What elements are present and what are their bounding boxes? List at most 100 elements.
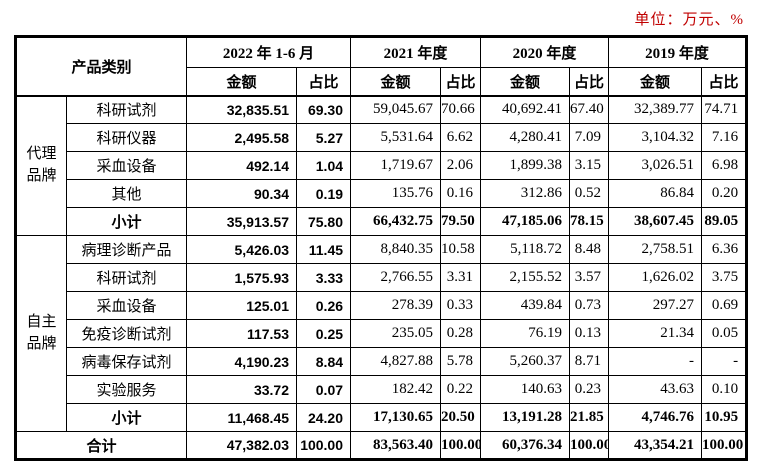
group-label-own: 自主 品牌 [15, 235, 67, 432]
total-label: 合计 [14, 431, 188, 460]
cell-2021-amount: 66,432.75 [350, 207, 442, 236]
cell-2021-ratio: 20.50 [440, 403, 482, 432]
cell-2019-ratio: 0.20 [701, 179, 748, 208]
table-row: 采血设备 492.14 1.04 1,719.67 2.06 1,899.38 … [16, 151, 748, 180]
cell-2022-ratio: 0.07 [296, 375, 352, 404]
cell-2021-amount: 1,719.67 [350, 151, 442, 180]
cell-2019-ratio: 0.10 [701, 375, 748, 404]
cell-2021-amount: 8,840.35 [350, 235, 442, 264]
cell-2019-amount: 4,746.76 [608, 403, 703, 432]
cell-2020-amount: 1,899.38 [480, 151, 571, 180]
cell-2020-amount: 439.84 [480, 291, 571, 320]
subtotal-label: 小计 [65, 403, 188, 432]
period-header-2019: 2019 年度 [608, 36, 748, 68]
table-row: 实验服务 33.72 0.07 182.42 0.22 140.63 0.23 … [16, 375, 748, 404]
cell-2019-amount: 32,389.77 [608, 94, 703, 124]
row-label: 科研试剂 [65, 94, 188, 124]
cell-2021-amount: 83,563.40 [350, 431, 442, 460]
table-row: 科研仪器 2,495.58 5.27 5,531.64 6.62 4,280.4… [16, 123, 748, 152]
cell-2020-ratio: 7.09 [569, 123, 610, 152]
cell-2019-amount: 86.84 [608, 179, 703, 208]
cell-2021-amount: 59,045.67 [350, 94, 442, 124]
cell-2020-amount: 312.86 [480, 179, 571, 208]
cell-2020-amount: 2,155.52 [480, 263, 571, 292]
period-header-2020: 2020 年度 [480, 36, 610, 68]
cell-2020-ratio: 3.15 [569, 151, 610, 180]
cell-2019-amount: - [608, 347, 703, 376]
cell-2019-amount: 21.34 [608, 319, 703, 348]
cell-2022-amount: 125.01 [186, 291, 298, 320]
cell-2022-ratio: 3.33 [296, 263, 352, 292]
period-header-2022: 2022 年 1-6 月 [186, 36, 352, 68]
cell-2021-ratio: 5.78 [440, 347, 482, 376]
cell-2019-amount: 43,354.21 [608, 431, 703, 460]
cell-2021-ratio: 0.16 [440, 179, 482, 208]
cell-2022-ratio: 24.20 [296, 403, 352, 432]
cell-2021-amount: 2,766.55 [350, 263, 442, 292]
cell-2022-ratio: 8.84 [296, 347, 352, 376]
cell-2019-amount: 3,104.32 [608, 123, 703, 152]
ratio-header-2022: 占比 [296, 67, 352, 96]
cell-2020-ratio: 8.48 [569, 235, 610, 264]
cell-2022-amount: 32,835.51 [186, 94, 298, 124]
cell-2021-amount: 17,130.65 [350, 403, 442, 432]
cell-2019-amount: 1,626.02 [608, 263, 703, 292]
cell-2022-amount: 4,190.23 [186, 347, 298, 376]
row-label: 免疫诊断试剂 [65, 319, 188, 348]
cell-2022-amount: 11,468.45 [186, 403, 298, 432]
cell-2020-amount: 40,692.41 [480, 94, 571, 124]
cell-2019-ratio: 89.05 [701, 207, 748, 236]
cell-2022-amount: 1,575.93 [186, 263, 298, 292]
cell-2022-amount: 90.34 [186, 179, 298, 208]
cell-2019-amount: 3,026.51 [608, 151, 703, 180]
cell-2019-amount: 38,607.45 [608, 207, 703, 236]
cell-2022-amount: 5,426.03 [186, 235, 298, 264]
cell-2020-ratio: 0.73 [569, 291, 610, 320]
table-row: 自主 品牌 病理诊断产品 5,426.03 11.45 8,840.35 10.… [15, 235, 748, 432]
total-row: 合计 47,382.03 100.00 83,563.40 100.00 60,… [14, 431, 748, 460]
cell-2021-ratio: 2.06 [440, 151, 482, 180]
cell-2020-ratio: 0.52 [569, 179, 610, 208]
cell-2021-amount: 135.76 [350, 179, 442, 208]
cell-2022-ratio: 5.27 [296, 123, 352, 152]
cell-2021-ratio: 3.31 [440, 263, 482, 292]
row-label: 采血设备 [65, 151, 188, 180]
cell-2020-amount: 140.63 [480, 375, 571, 404]
cell-2020-ratio: 0.23 [569, 375, 610, 404]
group-label-agency: 代理 品牌 [15, 94, 67, 236]
cell-2020-ratio: 3.57 [569, 263, 610, 292]
cell-2022-ratio: 0.25 [296, 319, 352, 348]
cell-2020-amount: 5,260.37 [480, 347, 571, 376]
row-label: 科研试剂 [65, 263, 188, 292]
amount-header-2021: 金额 [350, 67, 442, 96]
cell-2020-ratio: 100.00 [569, 431, 610, 460]
cell-2022-ratio: 1.04 [296, 151, 352, 180]
cell-2022-amount: 35,913.57 [186, 207, 298, 236]
product-category-header: 产品类别 [14, 36, 188, 96]
cell-2020-ratio: 8.71 [569, 347, 610, 376]
header-row-metrics: 金额 占比 金额 占比 金额 占比 金额 占比 [16, 67, 748, 96]
ratio-header-2021: 占比 [440, 67, 482, 96]
cell-2020-ratio: 78.15 [569, 207, 610, 236]
product-revenue-table: 产品类别 2022 年 1-6 月 2021 年度 2020 年度 2019 年… [14, 35, 749, 461]
cell-2019-amount: 2,758.51 [608, 235, 703, 264]
cell-2020-amount: 47,185.06 [480, 207, 571, 236]
cell-2020-amount: 4,280.41 [480, 123, 571, 152]
cell-2019-ratio: 0.69 [701, 291, 748, 320]
cell-2019-ratio: 3.75 [701, 263, 748, 292]
cell-2020-amount: 60,376.34 [480, 431, 571, 460]
row-label: 病理诊断产品 [65, 235, 188, 264]
cell-2022-amount: 117.53 [186, 319, 298, 348]
table-row: 病毒保存试剂 4,190.23 8.84 4,827.88 5.78 5,260… [16, 347, 748, 376]
row-label: 采血设备 [65, 291, 188, 320]
cell-2022-ratio: 69.30 [296, 94, 352, 124]
header-row-periods: 产品类别 2022 年 1-6 月 2021 年度 2020 年度 2019 年… [14, 36, 748, 96]
cell-2021-ratio: 0.22 [440, 375, 482, 404]
cell-2020-amount: 5,118.72 [480, 235, 571, 264]
cell-2020-amount: 76.19 [480, 319, 571, 348]
subtotal-label: 小计 [65, 207, 188, 236]
ratio-header-2019: 占比 [701, 67, 748, 96]
cell-2022-amount: 2,495.58 [186, 123, 298, 152]
unit-label: 单位：万元、% [634, 12, 744, 28]
cell-2019-ratio: - [701, 347, 748, 376]
